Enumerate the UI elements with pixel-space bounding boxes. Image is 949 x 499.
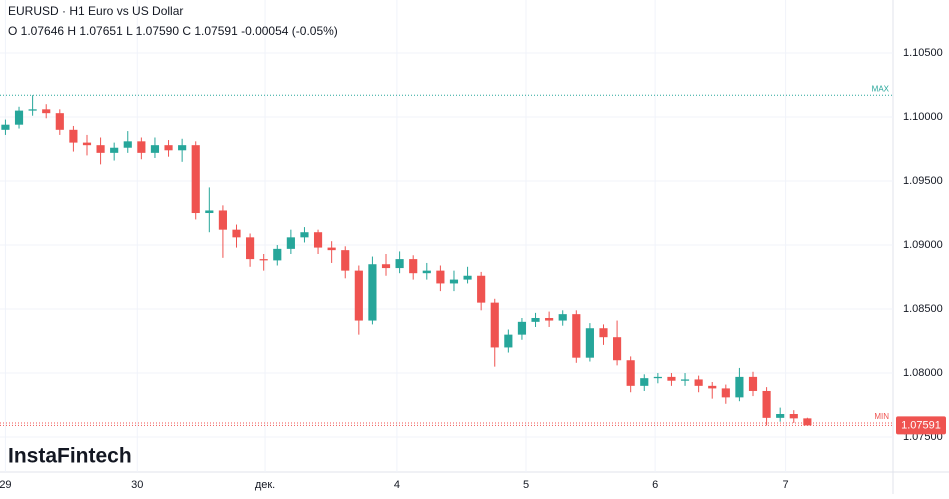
candle-body (721, 388, 730, 398)
candle-body (395, 259, 404, 269)
watermark: InstaFintech (8, 445, 132, 468)
candle-body (205, 210, 214, 214)
x-tick-label: 4 (394, 479, 400, 491)
candle-body (653, 376, 662, 379)
candle-body (449, 279, 459, 284)
candle-body (42, 109, 51, 114)
candle-body (680, 379, 690, 381)
candle-body (341, 250, 350, 271)
candle-body (694, 379, 703, 386)
last-price-label: 1.07591 (901, 419, 941, 431)
candle-body (327, 247, 336, 251)
y-tick-label: 1.08000 (903, 367, 943, 379)
candle-body (69, 129, 78, 143)
candle-body (96, 145, 105, 153)
candle-body (762, 390, 771, 418)
candle-body (273, 248, 282, 261)
candle-body (531, 317, 540, 322)
y-tick-label: 1.09500 (903, 175, 943, 187)
candle-body (748, 376, 758, 391)
min-line-label: MIN (874, 412, 889, 421)
candle-body (218, 210, 227, 230)
candle-body (409, 259, 418, 274)
candle-body (178, 145, 187, 151)
candle-body (300, 232, 309, 238)
candle-body (14, 110, 24, 125)
candle-body (123, 141, 132, 148)
candle-body (572, 314, 581, 358)
x-tick-label: 29 (0, 479, 12, 491)
y-tick-label: 1.10500 (903, 47, 943, 59)
candle-body (776, 414, 785, 418)
candle-body (368, 264, 377, 321)
candle-body (422, 270, 431, 274)
candle-body (286, 237, 295, 249)
max-line-label: MAX (872, 84, 890, 93)
candle-body (504, 334, 513, 348)
candle-body (477, 275, 486, 303)
x-tick-label: 7 (783, 479, 789, 491)
last-price-tag (896, 416, 946, 435)
candle-body (1, 124, 10, 130)
candle-body (626, 360, 635, 386)
candle-body (436, 270, 445, 284)
candle-body (232, 229, 241, 238)
x-tick-label: 30 (131, 479, 143, 491)
candle-body (313, 232, 323, 248)
y-tick-label: 1.08500 (903, 303, 943, 315)
candle-body (164, 145, 173, 151)
x-tick-label: 5 (523, 479, 529, 491)
ohlc-legend: O 1.07646 H 1.07651 L 1.07590 C 1.07591 … (8, 24, 338, 38)
candle-body (137, 141, 146, 153)
candle-body (667, 376, 676, 381)
candle-body (150, 145, 160, 153)
candle-body (191, 145, 200, 214)
candle-body (789, 414, 798, 419)
candle-body (28, 109, 37, 111)
candle-body (708, 385, 717, 389)
candle-body (110, 147, 119, 153)
y-tick-label: 1.09000 (903, 239, 943, 251)
candle-body (545, 317, 554, 321)
x-tick-label: 6 (652, 479, 658, 491)
candle-body (354, 270, 363, 321)
candle-body (463, 275, 472, 280)
candle-body (613, 337, 622, 361)
candle-body (490, 302, 499, 348)
chart-title: EURUSD · H1 Euro vs US Dollar (8, 4, 183, 18)
candle-body (381, 264, 391, 269)
candle-body (599, 328, 608, 338)
candle-body (640, 378, 649, 386)
x-tick-label: дек. (255, 479, 275, 491)
candle-body (517, 321, 527, 335)
candle-body (735, 376, 744, 398)
candle-body (585, 328, 594, 358)
candle-body (55, 113, 64, 130)
candle-body (246, 237, 255, 260)
candle-body (259, 259, 268, 261)
candle-body (82, 142, 92, 146)
candle-body (803, 418, 812, 426)
candle-body (558, 314, 567, 321)
y-tick-label: 1.10000 (903, 111, 943, 123)
